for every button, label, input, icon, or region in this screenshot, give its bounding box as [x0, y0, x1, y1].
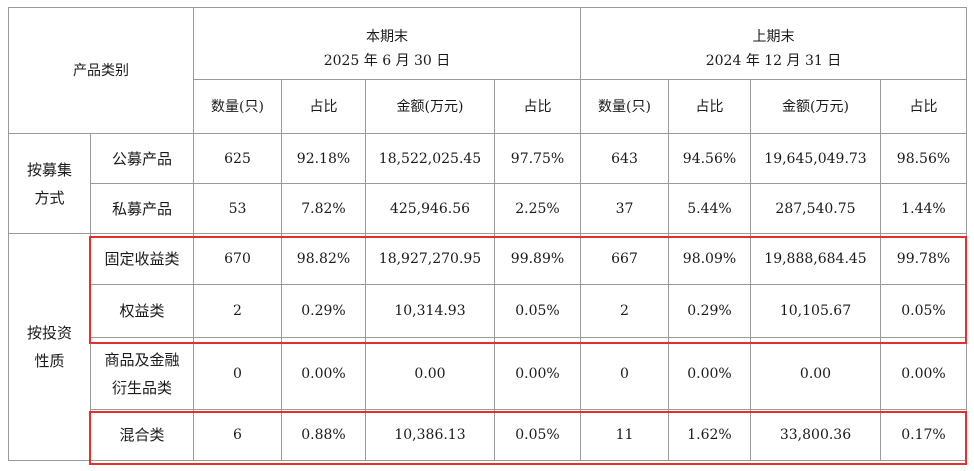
cell-value: 7.82%: [281, 183, 366, 234]
table-row: 权益类 2 0.29% 10,314.93 0.05% 2 0.29% 10,105.67 0.…: [9, 284, 967, 338]
cell-value: 0.05%: [880, 284, 967, 338]
cell-value: 98.56%: [880, 133, 967, 184]
header-row-2: 2025 年 6 月 30 日 2024 年 12 月 31 日: [9, 49, 967, 80]
cell-value: 625: [193, 133, 282, 184]
cell-value: 0.00%: [668, 337, 751, 410]
table-body: 按募集方式 公募产品 625 92.18% 18,522,025.45 97.75% 643…: [8, 133, 967, 461]
category-header: 产品类别: [8, 7, 194, 134]
cell-value: 0.29%: [668, 284, 751, 338]
cell-value: 6: [193, 409, 282, 461]
cell-value: 2: [580, 284, 669, 338]
current-period-header: 本期末: [193, 7, 581, 50]
cell-value: 2.25%: [494, 183, 581, 234]
cell-value: 97.75%: [494, 133, 581, 184]
cell-value: 18,522,025.45: [365, 133, 495, 184]
col-amount-ratio-current: 占比: [494, 79, 581, 134]
current-period-date: 2025 年 6 月 30 日: [193, 49, 581, 80]
cell-value: 0.29%: [281, 284, 366, 338]
cell-value: 0: [580, 337, 669, 410]
row-name: 私募产品: [90, 183, 194, 234]
table-row: 商品及金融衍生品类 0 0.00% 0.00 0.00% 0 0.00% 0.00 0.00%: [9, 337, 967, 410]
table-row: 按投资性质 固定收益类 670 98.82% 18,927,270.95 99.89% 66…: [8, 233, 967, 461]
cell-value: 10,105.67: [750, 284, 881, 338]
cell-value: 10,386.13: [365, 409, 495, 461]
cell-value: 0: [193, 337, 282, 410]
col-amount-current: 金额(万元): [365, 79, 495, 134]
cell-value: 99.78%: [880, 233, 967, 285]
header-row-1: 产品类别 本期末 上期末: [8, 7, 967, 134]
table-row: 私募产品 53 7.82% 425,946.56 2.25% 37 5.44% 287,540…: [9, 183, 967, 234]
cell-value: 0.00: [750, 337, 881, 410]
cell-value: 18,927,270.95: [365, 233, 495, 285]
cell-value: 667: [580, 233, 669, 285]
current-period-title: 本期末: [366, 28, 408, 45]
table-row: 混合类 6 0.88% 10,386.13 0.05% 11 1.62% 33,800.36 0…: [9, 409, 967, 461]
group-label: 按募集方式: [8, 133, 91, 234]
cell-value: 643: [580, 133, 669, 184]
col-ratio-current: 占比: [281, 79, 366, 134]
previous-period-header: 上期末: [580, 7, 967, 50]
cell-value: 33,800.36: [750, 409, 881, 461]
previous-period-title: 上期末: [752, 28, 795, 45]
cell-value: 0.05%: [494, 284, 581, 338]
previous-period-date: 2024 年 12 月 31 日: [580, 49, 967, 80]
cell-value: 0.00%: [281, 337, 366, 410]
col-amount-ratio-previous: 占比: [880, 79, 967, 134]
row-name: 权益类: [90, 284, 194, 338]
row-name: 固定收益类: [90, 233, 194, 285]
header-row-3: 数量(只) 占比 金额(万元) 占比 数量(只) 占比 金额(万元) 占比: [9, 79, 967, 134]
cell-value: 0.05%: [494, 409, 581, 461]
row-name: 商品及金融衍生品类: [90, 337, 194, 410]
col-amount-previous: 金额(万元): [750, 79, 881, 134]
cell-value: 425,946.56: [365, 183, 495, 234]
cell-value: 0.88%: [281, 409, 366, 461]
cell-value: 99.89%: [494, 233, 581, 285]
cell-value: 287,540.75: [750, 183, 881, 234]
col-ratio-previous: 占比: [668, 79, 751, 134]
cell-value: 1.44%: [880, 183, 967, 234]
cell-value: 98.82%: [281, 233, 366, 285]
cell-value: 19,888,684.45: [750, 233, 881, 285]
cell-value: 11: [580, 409, 669, 461]
table-row: 按募集方式 公募产品 625 92.18% 18,522,025.45 97.75% 643…: [8, 133, 967, 234]
col-count-previous: 数量(只): [580, 79, 669, 134]
cell-value: 94.56%: [668, 133, 751, 184]
product-category-table: 产品类别 本期末 上期末 2025 年 6 月 30 日 2024 年 12 月…: [8, 7, 967, 461]
cell-value: 19,645,049.73: [750, 133, 881, 184]
cell-value: 2: [193, 284, 282, 338]
cell-value: 0.17%: [880, 409, 967, 461]
col-count-current: 数量(只): [193, 79, 282, 134]
group-label: 按投资性质: [8, 233, 91, 461]
cell-value: 0.00: [365, 337, 495, 410]
cell-value: 92.18%: [281, 133, 366, 184]
cell-value: 53: [193, 183, 282, 234]
row-name: 公募产品: [90, 133, 194, 184]
cell-value: 5.44%: [668, 183, 751, 234]
row-name: 混合类: [90, 409, 194, 461]
cell-value: 37: [580, 183, 669, 234]
cell-value: 98.09%: [668, 233, 751, 285]
cell-value: 1.62%: [668, 409, 751, 461]
cell-value: 10,314.93: [365, 284, 495, 338]
cell-value: 0.00%: [880, 337, 967, 410]
cell-value: 670: [193, 233, 282, 285]
cell-value: 0.00%: [494, 337, 581, 410]
